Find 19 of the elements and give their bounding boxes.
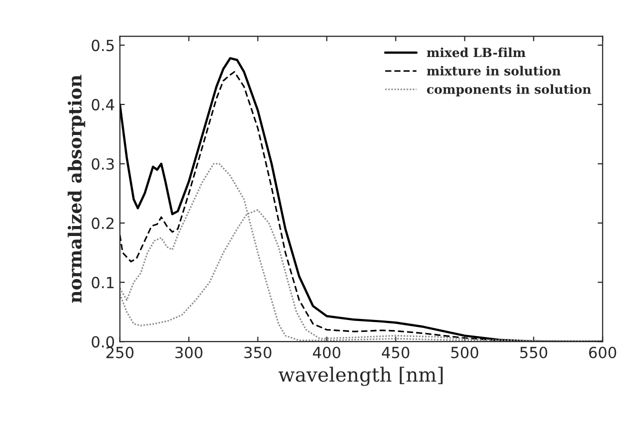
x-tick-label: 600 xyxy=(589,346,616,358)
x-tick-label: 350 xyxy=(244,346,272,358)
y-tick-label: 0.4 xyxy=(92,98,114,110)
legend-label: mixture in solution xyxy=(426,66,561,76)
legend-label: mixed LB-film xyxy=(426,48,526,58)
y-axis-title: normalized absorption xyxy=(68,74,86,303)
y-tick-label: 0.0 xyxy=(92,336,114,348)
y-tick-label: 0.5 xyxy=(92,40,114,52)
x-tick-label: 250 xyxy=(106,346,134,358)
x-tick-label: 500 xyxy=(451,346,478,358)
legend-label: components in solution xyxy=(426,84,592,96)
x-tick-label: 400 xyxy=(312,346,340,358)
x-tick-label: 550 xyxy=(520,346,548,358)
x-tick-label: 450 xyxy=(382,346,410,358)
y-tick-label: 0.2 xyxy=(92,218,114,230)
y-tick-label: 0.3 xyxy=(92,158,114,170)
y-tick-label: 0.1 xyxy=(92,276,114,288)
x-axis-title: wavelength [nm] xyxy=(278,366,443,386)
x-tick-label: 300 xyxy=(175,346,202,358)
